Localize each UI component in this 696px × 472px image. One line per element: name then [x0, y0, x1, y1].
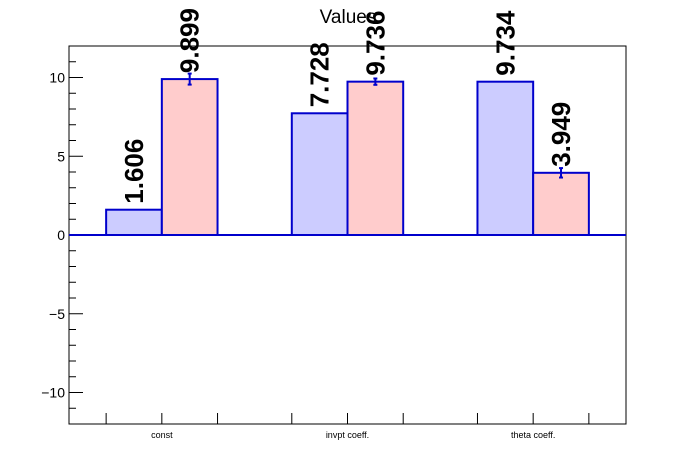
y-tick-label: 0	[57, 227, 65, 243]
errorbars-group	[187, 72, 564, 179]
y-axis: −10 −5 0 5 10	[41, 45, 83, 425]
value-label: 1.606	[119, 139, 149, 204]
value-label: 7.728	[305, 42, 335, 107]
value-label: 9.736	[360, 11, 390, 76]
bars-group	[105, 78, 590, 237]
error-bar	[187, 72, 192, 86]
value-labels-group: 1.606 9.899 7.728 9.736 9.734 3.949	[119, 8, 576, 204]
value-label: 9.899	[175, 8, 205, 73]
x-axis: const invpt coeff. theta coeff.	[105, 413, 590, 440]
value-label: 3.949	[546, 102, 576, 167]
bar	[532, 171, 590, 237]
y-tick-label: 5	[57, 148, 65, 164]
x-category-label: const	[151, 430, 173, 440]
bar	[476, 80, 535, 236]
bar	[160, 78, 219, 237]
y-tick-label: 10	[49, 70, 65, 86]
value-label: 9.734	[490, 10, 520, 76]
x-category-label: theta coeff.	[511, 430, 555, 440]
x-category-label: invpt coeff.	[326, 430, 369, 440]
y-tick-label: −5	[49, 306, 65, 322]
bar	[290, 112, 349, 236]
bar	[105, 208, 163, 237]
y-tick-label: −10	[41, 385, 65, 401]
chart-title: Values	[320, 7, 377, 28]
bar	[346, 80, 405, 236]
error-bar	[373, 77, 378, 86]
error-bar	[559, 167, 564, 179]
